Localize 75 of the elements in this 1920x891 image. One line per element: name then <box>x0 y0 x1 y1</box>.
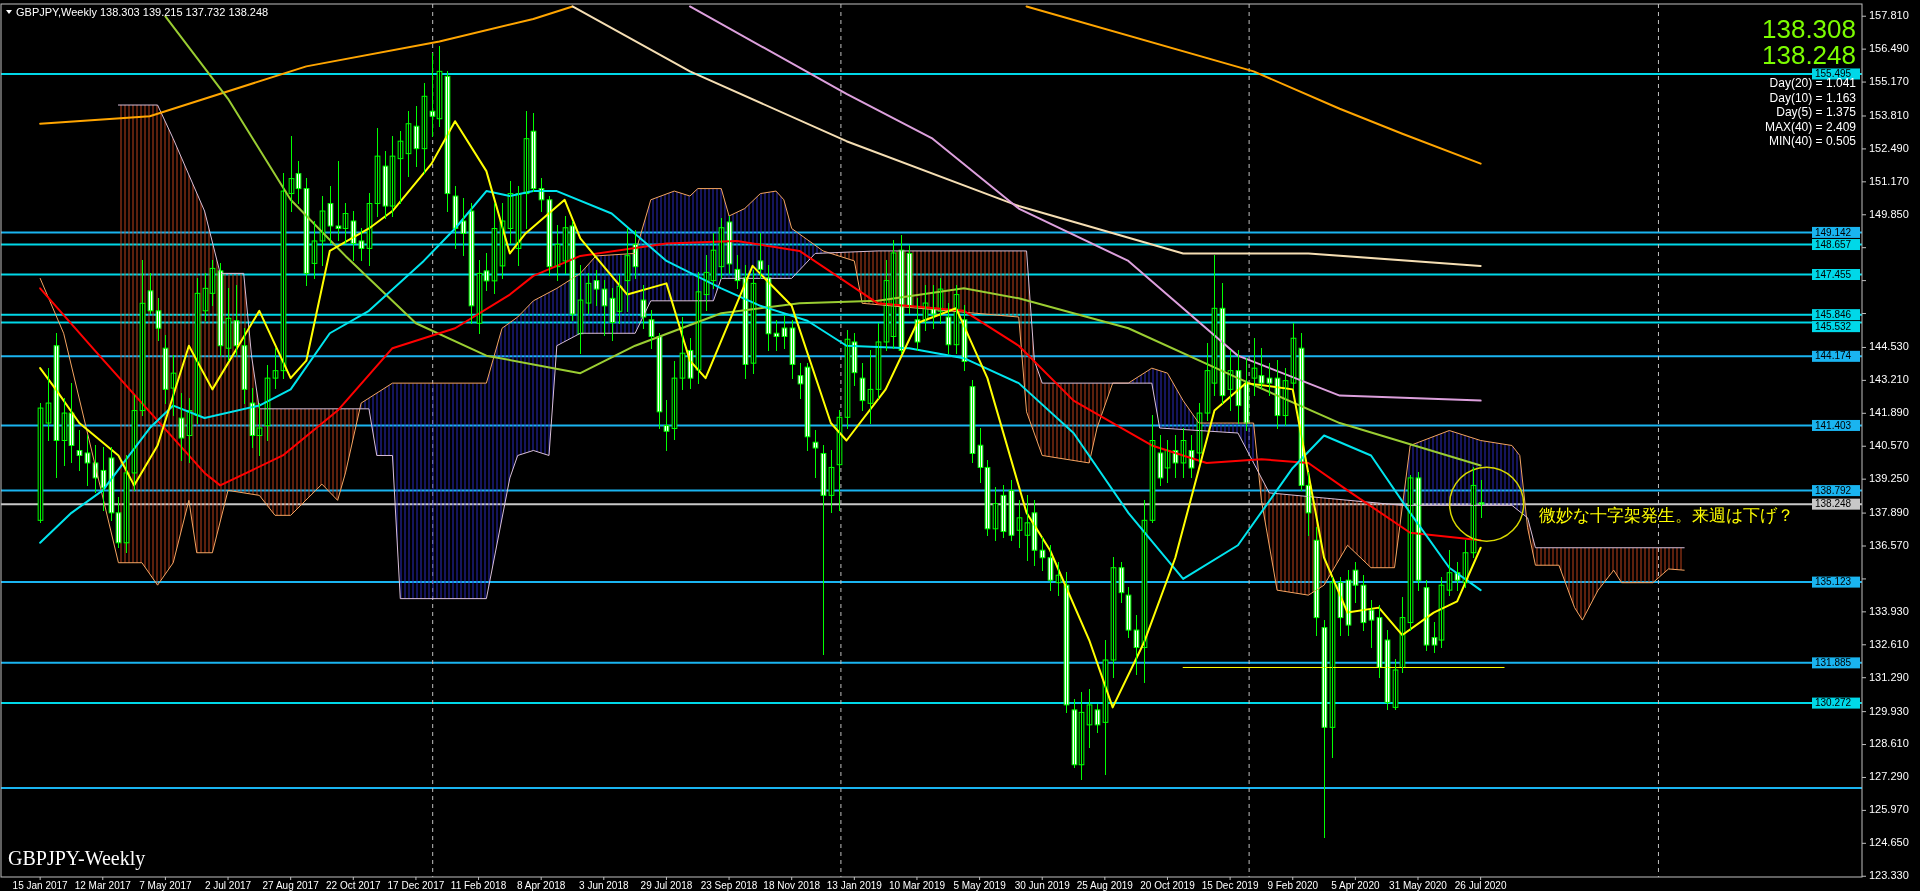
x-tick-label: 25 Aug 2019 <box>1076 879 1134 891</box>
x-tick-label: 29 Jul 2018 <box>640 879 693 891</box>
y-tick-label: 143.210 <box>1869 373 1909 386</box>
x-tick-label: 18 Nov 2018 <box>763 879 821 891</box>
y-tick-label: 149.850 <box>1869 207 1909 220</box>
x-tick-label: 8 Apr 2018 <box>516 879 566 891</box>
y-tick-label: 131.290 <box>1869 670 1909 683</box>
annotation: MIN(40) = 0.505 <box>1768 134 1857 149</box>
annotation: Day(10) = 1.163 <box>1769 90 1857 105</box>
annotation: MAX(40) = 2.409 <box>1764 119 1857 134</box>
y-tick-label: 144.530 <box>1869 340 1909 353</box>
y-tick-label: 157.810 <box>1869 9 1909 22</box>
x-tick-label: 11 Feb 2018 <box>450 879 507 891</box>
ref-line-label: 131.885 <box>1815 657 1852 669</box>
line-series <box>39 239 1482 542</box>
ref-line-label: 145.532 <box>1815 320 1852 332</box>
ref-line-label: 145.846 <box>1815 308 1852 320</box>
annotation: GBPJPY-Weekly <box>8 846 146 870</box>
x-tick-label: 10 Mar 2019 <box>888 879 946 891</box>
annotation: 微妙な十字架発生。来週は下げ？ <box>1538 505 1794 526</box>
line-series <box>688 5 1482 402</box>
ref-line-label: 141.403 <box>1815 419 1852 431</box>
x-tick-label: 13 Jan 2019 <box>826 879 883 891</box>
annotation: Day(5) = 1.375 <box>1776 105 1857 120</box>
y-tick-label: 152.490 <box>1869 141 1909 154</box>
ref-line-label: 147.455 <box>1815 268 1852 280</box>
x-tick-label: 20 Oct 2019 <box>1140 879 1196 891</box>
x-tick-label: 17 Dec 2017 <box>387 879 445 891</box>
line-series <box>39 188 1685 621</box>
y-tick-label: 155.170 <box>1869 74 1909 87</box>
ref-line-label: 149.142 <box>1815 226 1852 238</box>
x-tick-label: 12 Mar 2017 <box>74 879 132 891</box>
x-tick-label: 15 Jan 2017 <box>12 879 69 891</box>
x-tick-label: 26 Jul 2020 <box>1454 879 1507 891</box>
y-tick-label: 125.970 <box>1869 803 1909 816</box>
y-tick-label: 128.610 <box>1869 737 1909 750</box>
line-series <box>39 120 1482 709</box>
y-tick-label: 153.810 <box>1869 108 1909 121</box>
ref-line-label: 144.174 <box>1815 350 1852 362</box>
y-tick-label: 123.330 <box>1869 869 1909 882</box>
line-series <box>164 15 1482 467</box>
ref-line-label: 138.248 <box>1815 498 1852 510</box>
y-tick-label: 140.570 <box>1869 439 1909 452</box>
y-tick-label: 151.170 <box>1869 174 1909 187</box>
y-tick-label: 129.930 <box>1869 704 1909 717</box>
x-tick-label: 9 Feb 2020 <box>1267 879 1319 891</box>
x-tick-label: 31 May 2020 <box>1389 879 1448 891</box>
candlestick <box>1478 478 1485 519</box>
line-series <box>571 5 1482 267</box>
ref-line-label: 135.123 <box>1815 576 1852 588</box>
y-tick-label: 124.650 <box>1869 836 1909 849</box>
x-tick-label: 5 Apr 2020 <box>1331 879 1380 891</box>
x-tick-label: 3 Jun 2018 <box>579 879 629 891</box>
x-tick-label: 2 Jul 2017 <box>204 879 252 891</box>
x-tick-label: 22 Oct 2017 <box>326 879 381 891</box>
x-tick-label: 23 Sep 2018 <box>700 879 758 891</box>
y-tick-label: 139.250 <box>1869 472 1909 485</box>
y-tick-label: 136.570 <box>1869 538 1909 551</box>
ref-line-label: 138.792 <box>1815 484 1852 496</box>
y-tick-label: 133.930 <box>1869 604 1909 617</box>
line-series <box>1025 5 1482 165</box>
y-tick-label: 137.890 <box>1869 505 1909 518</box>
chart-title: GBPJPY,Weekly 138.303 139.215 137.732 138.248 <box>16 5 269 18</box>
x-tick-label: 7 May 2017 <box>139 879 192 891</box>
line-series <box>39 190 1482 592</box>
y-tick-label: 127.290 <box>1869 770 1909 783</box>
x-tick-label: 27 Aug 2017 <box>262 879 320 891</box>
x-tick-label: 15 Dec 2019 <box>1201 879 1259 891</box>
y-tick-label: 132.610 <box>1869 637 1909 650</box>
y-tick-label: 156.490 <box>1869 42 1909 55</box>
y-tick-label: 141.890 <box>1869 406 1909 419</box>
ref-line-label: 130.272 <box>1815 697 1852 709</box>
ref-line-label: 148.657 <box>1815 238 1852 250</box>
x-tick-label: 30 Jun 2019 <box>1014 879 1071 891</box>
x-tick-label: 5 May 2019 <box>953 879 1007 891</box>
